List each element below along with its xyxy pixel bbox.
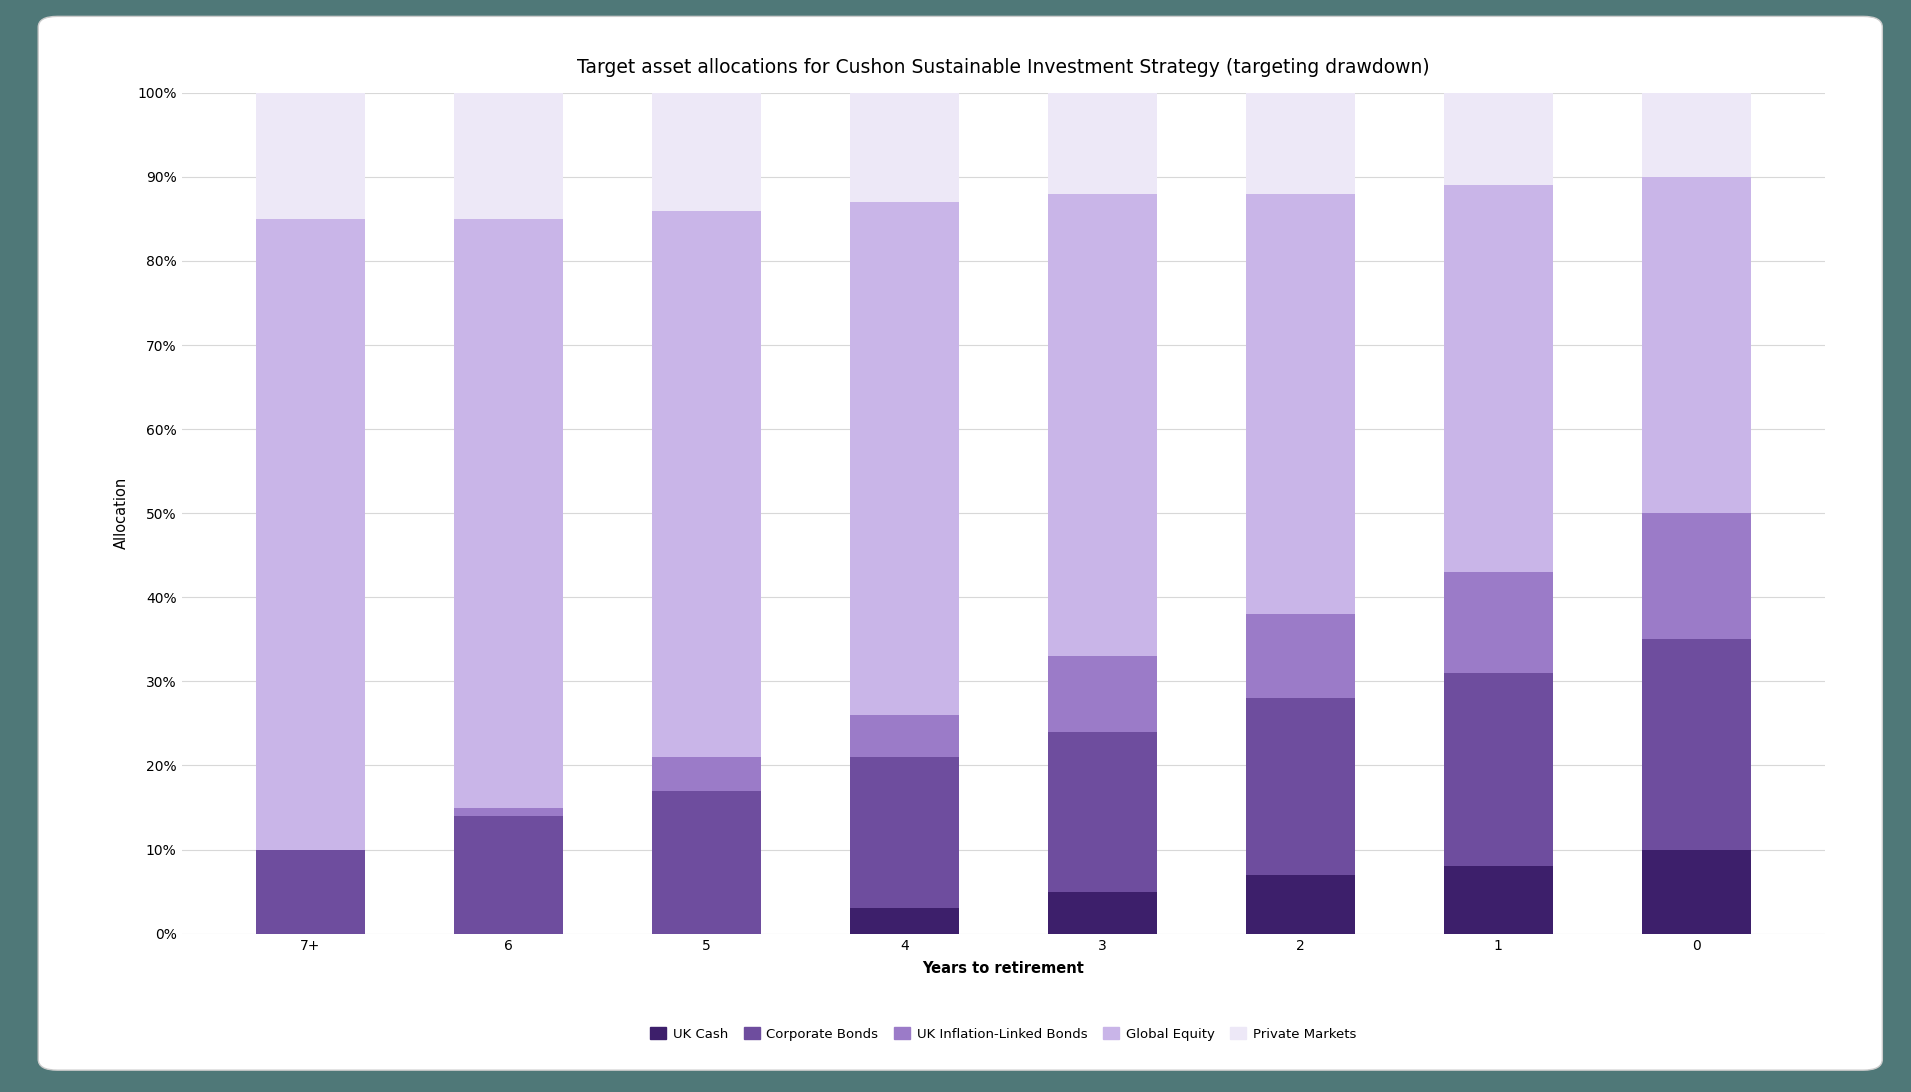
- Title: Target asset allocations for Cushon Sustainable Investment Strategy (targeting d: Target asset allocations for Cushon Sust…: [577, 58, 1429, 78]
- Bar: [652, 791, 761, 934]
- Bar: [453, 218, 562, 808]
- Bar: [850, 202, 959, 715]
- Bar: [1642, 93, 1750, 177]
- Bar: [453, 816, 562, 934]
- X-axis label: Years to retirement: Years to retirement: [923, 961, 1084, 976]
- Bar: [1445, 866, 1554, 934]
- Bar: [453, 93, 562, 218]
- Bar: [850, 93, 959, 202]
- Bar: [1445, 186, 1554, 572]
- Bar: [1047, 193, 1156, 656]
- Bar: [453, 808, 562, 816]
- Bar: [1445, 93, 1554, 186]
- Bar: [1047, 891, 1156, 934]
- Bar: [652, 93, 761, 211]
- Bar: [652, 757, 761, 791]
- Bar: [1445, 673, 1554, 866]
- Bar: [1246, 193, 1355, 614]
- Y-axis label: Allocation: Allocation: [115, 477, 128, 549]
- Bar: [1047, 656, 1156, 732]
- Bar: [1246, 614, 1355, 698]
- Bar: [1445, 572, 1554, 673]
- Bar: [850, 909, 959, 934]
- Bar: [256, 93, 365, 218]
- Bar: [1642, 850, 1750, 934]
- Bar: [1246, 93, 1355, 193]
- Bar: [256, 218, 365, 850]
- Bar: [1642, 513, 1750, 639]
- Bar: [1246, 875, 1355, 934]
- Bar: [652, 211, 761, 757]
- Bar: [1642, 639, 1750, 850]
- Bar: [1047, 732, 1156, 891]
- Bar: [850, 757, 959, 909]
- Bar: [850, 715, 959, 757]
- Bar: [1047, 93, 1156, 193]
- Bar: [1246, 698, 1355, 875]
- Bar: [256, 850, 365, 934]
- Bar: [1642, 177, 1750, 513]
- Legend: UK Cash, Corporate Bonds, UK Inflation-Linked Bonds, Global Equity, Private Mark: UK Cash, Corporate Bonds, UK Inflation-L…: [646, 1022, 1361, 1046]
